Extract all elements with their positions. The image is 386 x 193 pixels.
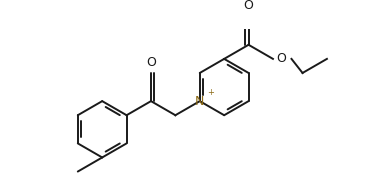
- Text: O: O: [146, 56, 156, 69]
- Text: +: +: [207, 88, 213, 97]
- Text: N: N: [195, 95, 205, 108]
- Text: O: O: [276, 52, 286, 65]
- Text: O: O: [244, 0, 254, 12]
